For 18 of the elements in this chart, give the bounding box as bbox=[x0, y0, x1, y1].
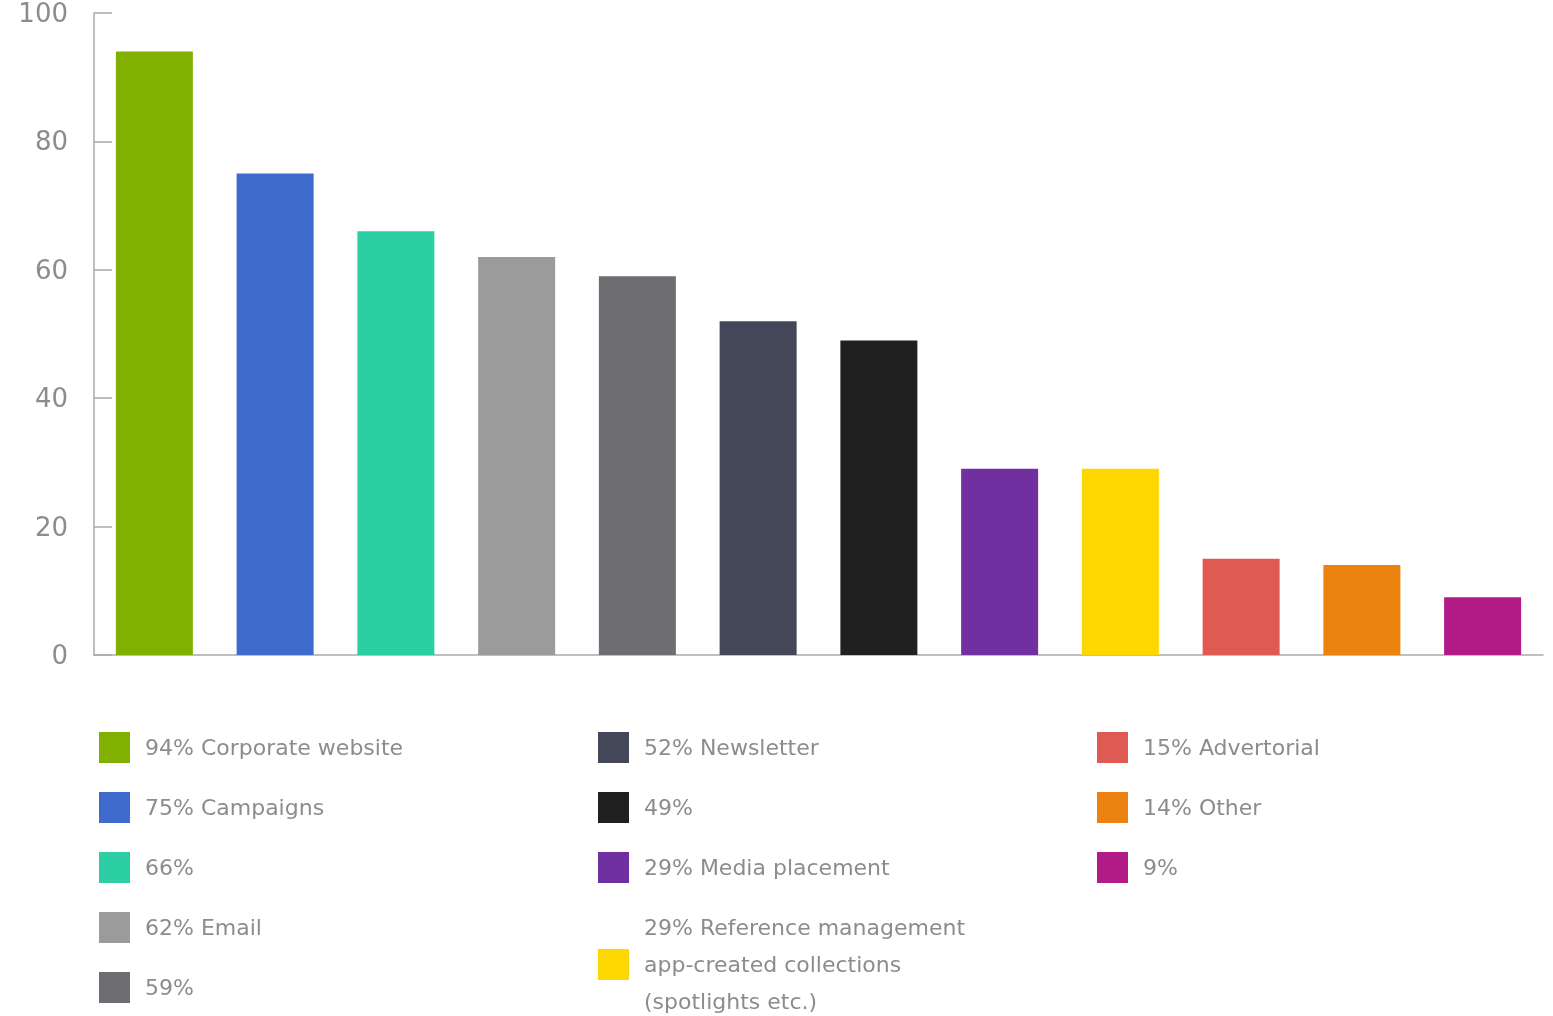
legend-label: 9% bbox=[1143, 855, 1178, 880]
legend-label: 29% Reference management app-created collections (spotlights etc.) bbox=[644, 915, 973, 1014]
y-tick-label: 80 bbox=[34, 126, 68, 157]
legend-label: 14% Other bbox=[1143, 795, 1263, 820]
legend-label: 59% bbox=[145, 975, 194, 1000]
legend-label: 94% Corporate website bbox=[145, 735, 404, 760]
legend-label: 52% Newsletter bbox=[644, 735, 820, 760]
y-tick-label: 20 bbox=[34, 511, 68, 542]
y-tick-label: 60 bbox=[34, 254, 68, 285]
y-tick-label: 40 bbox=[34, 383, 68, 414]
legend-label: 15% Advertorial bbox=[1143, 735, 1320, 760]
y-tick-label: 0 bbox=[51, 640, 68, 670]
y-tick-label: 100 bbox=[18, 0, 68, 28]
legend-label: 62% Email bbox=[145, 915, 262, 940]
legend-label: 29% Media placement bbox=[644, 855, 891, 880]
legend-label: 49% bbox=[644, 795, 693, 820]
legend-label: 66% bbox=[145, 855, 194, 880]
legend-label: 75% Campaigns bbox=[145, 795, 325, 820]
